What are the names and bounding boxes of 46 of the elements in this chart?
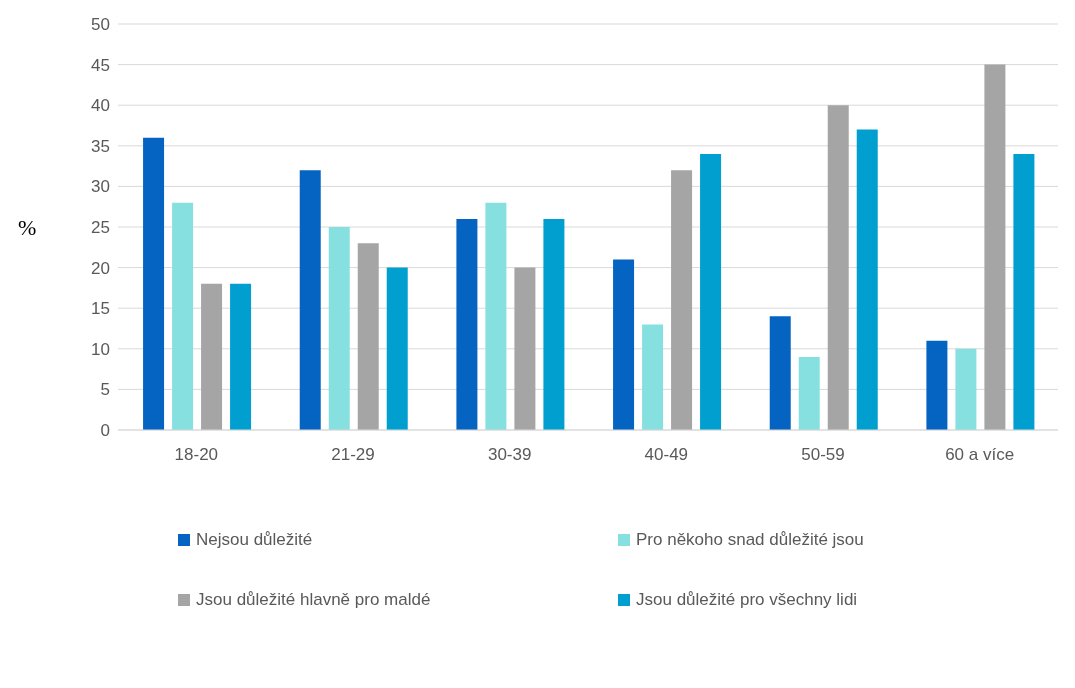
x-tick-label: 60 a více <box>945 445 1015 465</box>
bar <box>456 218 478 430</box>
y-tick-label: 5 <box>100 380 110 400</box>
bar <box>230 283 252 430</box>
bar <box>671 170 693 430</box>
x-tick-label: 18-20 <box>174 445 219 465</box>
y-tick-label: 35 <box>91 136 110 156</box>
bar <box>328 227 350 430</box>
bar <box>1013 153 1035 430</box>
y-tick-label: 25 <box>91 218 110 238</box>
bar <box>201 283 223 430</box>
y-tick-label: 50 <box>91 15 110 35</box>
y-tick-label: 45 <box>91 55 110 75</box>
bar <box>613 259 635 430</box>
x-tick-label: 40-49 <box>644 445 689 465</box>
legend-label: Jsou důležité pro všechny lidi <box>636 590 858 610</box>
bar <box>926 340 948 430</box>
bar <box>485 202 507 430</box>
x-tick-label: 21-29 <box>331 445 375 465</box>
legend-label: Jsou důležité hlavně pro maldé <box>196 590 431 610</box>
bar <box>984 64 1006 430</box>
y-tick-label: 10 <box>91 339 110 359</box>
bar <box>357 243 379 430</box>
bar <box>856 129 878 430</box>
y-tick-label: 40 <box>91 96 110 116</box>
bar <box>798 356 820 430</box>
bar <box>543 218 565 430</box>
y-tick-label: 20 <box>91 258 110 278</box>
legend-label: Pro někoho snad důležité jsou <box>636 530 864 550</box>
legend-label: Nejsou důležité <box>196 530 313 550</box>
bar <box>827 105 849 430</box>
y-axis-title: % <box>18 214 37 240</box>
bar <box>642 324 664 430</box>
bar <box>299 170 321 430</box>
x-tick-label: 50-59 <box>801 445 845 465</box>
x-tick-label: 30-39 <box>487 445 532 465</box>
y-tick-label: 0 <box>100 421 110 441</box>
bar <box>955 348 977 430</box>
y-tick-label: 15 <box>91 299 110 319</box>
y-tick-label: 30 <box>91 177 110 197</box>
bar <box>514 267 536 430</box>
bar <box>700 153 722 430</box>
bar <box>769 316 791 430</box>
bar <box>386 267 408 430</box>
bar <box>172 202 194 430</box>
bar <box>143 137 165 430</box>
